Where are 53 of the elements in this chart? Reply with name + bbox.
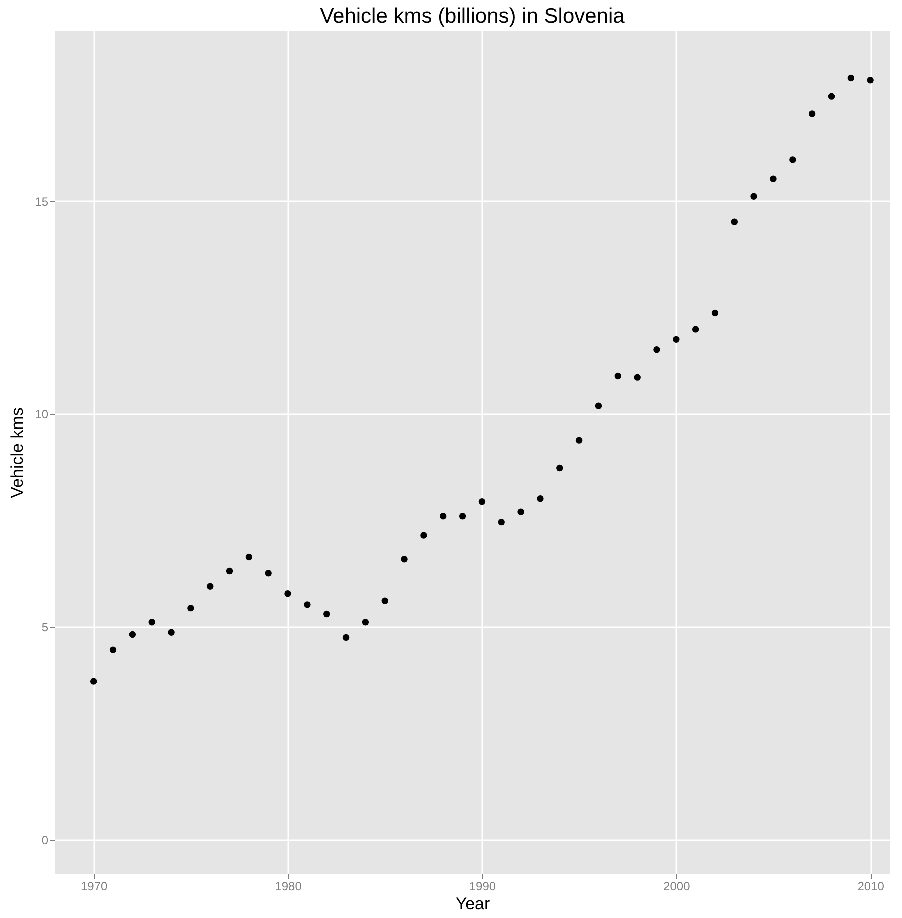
point <box>440 513 447 520</box>
point <box>420 532 428 539</box>
point <box>342 634 350 642</box>
y-tick-label: 15 <box>35 194 49 209</box>
chart-title: Vehicle kms (billions) in Slovenia <box>320 5 626 28</box>
x-axis-title: Year <box>456 894 491 914</box>
point <box>459 513 466 520</box>
point <box>731 218 738 226</box>
x-tick-label: 1980 <box>275 880 302 894</box>
point <box>828 93 836 100</box>
point <box>867 77 874 84</box>
point <box>246 554 253 561</box>
point <box>226 568 234 575</box>
point <box>808 110 816 118</box>
y-axis-title: Vehicle kms <box>8 408 28 498</box>
point <box>478 498 486 506</box>
point <box>654 346 660 354</box>
point <box>750 193 758 200</box>
point <box>790 156 796 164</box>
point <box>595 402 602 410</box>
point <box>712 310 719 317</box>
x-tick-label: 2000 <box>664 880 691 894</box>
y-tick-label: 0 <box>42 833 49 848</box>
y-tick-label: 5 <box>42 620 49 635</box>
point <box>265 570 272 577</box>
point <box>129 631 136 638</box>
point <box>401 556 408 563</box>
point <box>90 678 98 685</box>
point <box>110 646 117 654</box>
point <box>614 372 622 380</box>
point <box>362 619 370 626</box>
point <box>168 629 175 636</box>
x-tick-label: 2010 <box>858 880 885 894</box>
y-tick-label: 10 <box>35 408 49 422</box>
point <box>848 74 855 82</box>
point <box>324 610 330 618</box>
point <box>284 590 292 598</box>
point <box>498 518 505 526</box>
point <box>382 598 388 604</box>
point <box>304 602 311 608</box>
point <box>206 583 214 590</box>
point <box>770 176 777 183</box>
point <box>537 496 544 502</box>
x-tick-label: 1990 <box>469 880 496 894</box>
point <box>673 336 680 344</box>
point <box>188 604 194 612</box>
point <box>518 508 524 516</box>
point <box>148 619 156 626</box>
point <box>556 464 564 472</box>
point <box>634 374 641 381</box>
point <box>692 326 700 333</box>
x-tick-label: 1970 <box>80 880 108 894</box>
point <box>576 437 583 444</box>
